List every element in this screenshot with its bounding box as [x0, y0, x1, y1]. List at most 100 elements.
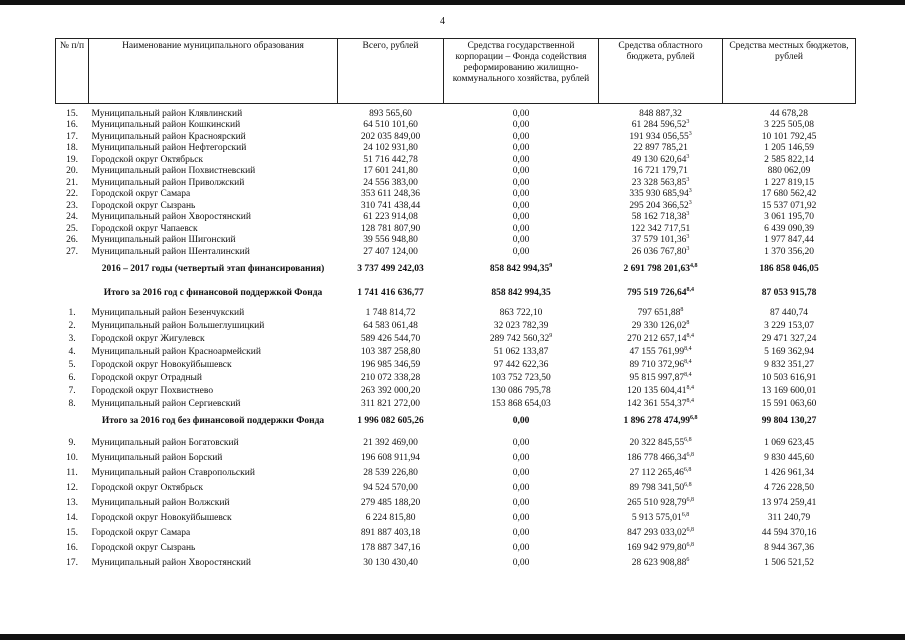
footnote-mark: 3 [688, 130, 692, 137]
amount: 47 155 761,99 [629, 346, 685, 357]
regional-amount: 295 204 366,523 [599, 199, 723, 212]
footnote-mark: 6,8 [686, 541, 694, 548]
column-header: Средства местных бюджетов, рублей [722, 38, 856, 104]
total-amount: 1 748 814,72 [338, 306, 444, 319]
amount: 263 392 000,20 [360, 385, 421, 396]
footnote-mark: 6,8 [681, 511, 690, 518]
footnote-mark: 9 [549, 332, 553, 339]
footnote-mark: 8,4 [686, 286, 694, 293]
amount: 61 223 914,08 [363, 212, 418, 222]
total-amount: 61 223 914,08 [338, 212, 444, 224]
amount: 0,00 [512, 154, 530, 165]
local-amount: 2 585 822,14 [723, 154, 856, 166]
municipality-name: Городской округ Сызрань [91, 200, 196, 211]
amount: 265 510 928,79 [627, 497, 687, 508]
fund-amount: 0,00 [444, 154, 599, 166]
fund-amount: 0,00 [444, 246, 599, 258]
row-number: 25. [66, 223, 78, 234]
amount: 24 102 931,80 [363, 143, 418, 153]
amount: 311 821 272,00 [360, 398, 421, 409]
amount: 4 726 228,50 [764, 482, 814, 493]
amount: 0,00 [512, 416, 530, 426]
fund-amount: 858 842 994,359 [444, 258, 599, 282]
amount: 848 887,32 [639, 108, 682, 119]
amount: 5 913 575,01 [631, 512, 682, 523]
regional-amount: 142 361 554,378,4 [599, 397, 723, 410]
amount: 6 439 090,39 [764, 223, 814, 234]
regional-amount: 848 887,32 [599, 104, 723, 120]
amount: 893 565,60 [369, 108, 412, 119]
local-amount: 87 053 915,78 [723, 282, 856, 306]
footnote-mark: 3 [686, 153, 690, 160]
municipality-name: Муниципальный район Похвистневский [91, 166, 256, 176]
local-amount: 44 594 370,16 [723, 524, 856, 539]
amount: 49 130 620,64 [631, 154, 687, 165]
amount: 797 651,88 [637, 307, 681, 318]
fund-amount: 51 062 133,87 [444, 345, 599, 358]
row-number: 22. [66, 189, 78, 199]
fund-amount: 0,00 [444, 223, 599, 235]
page-number: 4 [440, 16, 445, 27]
fund-amount: 858 842 994,35 [444, 282, 599, 306]
local-amount: 15 537 071,92 [723, 200, 856, 212]
amount: 13 169 600,01 [761, 385, 817, 396]
amount: 17 601 241,80 [363, 166, 418, 176]
amount: 10 101 792,45 [761, 131, 817, 142]
amount: 122 342 717,51 [630, 223, 691, 234]
amount: 97 442 622,36 [493, 359, 549, 370]
column-header: Наименование муниципального образования [88, 38, 338, 104]
row-number: 23. [66, 200, 78, 211]
table-row: 16. Городской округ Сызрань 178 887 347,16… [56, 539, 856, 554]
municipality-name: Городской округ Новокуйбышевск [91, 359, 232, 370]
table-body: 15. Муниципальный район Клявлинский 893 56… [56, 104, 856, 569]
row-number: 16. [66, 120, 78, 130]
amount: 0,00 [512, 542, 530, 553]
total-amount: 94 524 570,00 [338, 479, 444, 494]
amount: 95 815 997,87 [629, 372, 685, 383]
fund-amount: 0,00 [444, 104, 599, 120]
amount: 87 053 915,78 [761, 288, 817, 298]
table-row: 11. Муниципальный район Ставропольский 28 … [56, 464, 856, 479]
table-row: Итого за 2016 год с финансовой поддержко… [56, 282, 856, 306]
table-row: 21. Муниципальный район Приволжский 24 556… [56, 176, 856, 189]
local-amount: 1 370 356,20 [723, 246, 856, 258]
footnote-mark: 8,4 [684, 345, 692, 352]
amount: 87 440,74 [770, 307, 808, 318]
regional-amount: 1 896 278 474,996,8 [599, 410, 723, 434]
municipality-name: Муниципальный район Нефтегорский [91, 143, 247, 153]
local-amount: 3 229 153,07 [723, 319, 856, 332]
table-row: 2. Муниципальный район Большеглушицкий 64 … [56, 319, 856, 332]
amount: 9 830 445,60 [764, 452, 814, 463]
fund-amount: 0,00 [444, 449, 599, 464]
amount: 0,00 [512, 482, 530, 493]
table-row: 26. Муниципальный район Шигонский 39 556 9… [56, 233, 856, 247]
header-row: № п/п Наименование муниципального образов… [55, 38, 856, 104]
total-amount: 24 102 931,80 [338, 143, 444, 155]
row-number: 15. [66, 108, 78, 119]
fund-amount: 0,00 [444, 235, 599, 247]
municipality-name: Муниципальный район Борский [91, 452, 223, 463]
column-header: Средства государственной корпорации – Фо… [443, 38, 599, 104]
table-row: 5. Городской округ Новокуйбышевск 196 985 … [56, 358, 856, 371]
total-amount: 30 130 430,40 [338, 554, 444, 569]
amount: 186 778 466,34 [627, 452, 687, 463]
amount: 0,00 [512, 497, 530, 508]
row-number: 6. [68, 372, 76, 383]
local-amount: 10 503 616,91 [723, 371, 856, 384]
total-amount: 1 996 082 605,26 [338, 410, 444, 434]
municipality-name: Муниципальный район Сергиевский [91, 398, 241, 409]
amount: 27 407 124,00 [363, 246, 418, 257]
amount: 99 804 130,27 [761, 416, 817, 426]
amount: 130 086 795,78 [491, 385, 551, 396]
amount: 3 229 153,07 [764, 320, 814, 331]
table-row: 27. Муниципальный район Шенталинский 27 40… [56, 245, 856, 258]
amount: 13 974 259,41 [761, 497, 817, 508]
amount: 0,00 [512, 467, 530, 478]
footnote-mark: 3 [686, 233, 690, 240]
table-row: 1. Муниципальный район Безенчукский 1 748 … [56, 306, 856, 319]
row-number: 17. [66, 131, 78, 142]
table-row: 9. Муниципальный район Богатовский 21 392 … [56, 434, 856, 449]
regional-amount: 847 293 033,026,8 [599, 524, 723, 539]
row-number: 19. [66, 154, 78, 165]
amount: 178 887 347,16 [360, 542, 421, 553]
